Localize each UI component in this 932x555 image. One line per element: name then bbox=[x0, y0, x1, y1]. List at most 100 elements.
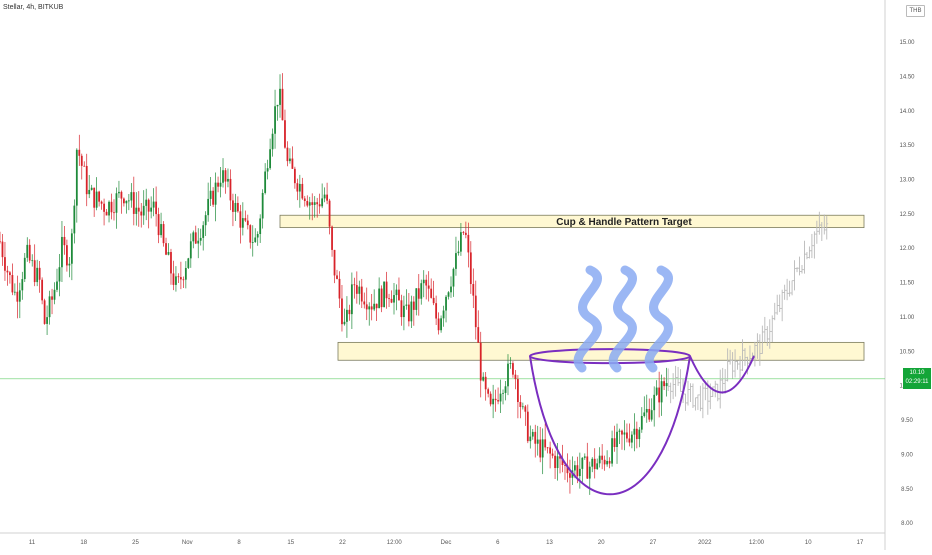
currency-badge[interactable]: THB bbox=[906, 5, 925, 17]
candle-body bbox=[601, 455, 604, 460]
target-zone[interactable] bbox=[279, 214, 865, 229]
candle-body bbox=[663, 381, 666, 387]
candle-body bbox=[425, 279, 428, 286]
candle-body bbox=[318, 204, 321, 207]
candle-body bbox=[137, 207, 140, 212]
candle-body bbox=[244, 218, 247, 221]
candle-body bbox=[61, 236, 63, 268]
candle-body bbox=[596, 463, 599, 470]
y-tick-label: 13.00 bbox=[899, 178, 915, 184]
candle-body bbox=[613, 438, 616, 448]
x-tick-label: 12:00 bbox=[387, 540, 403, 546]
x-tick-label: 25 bbox=[132, 540, 139, 546]
candle-body bbox=[440, 318, 442, 331]
candle-body bbox=[212, 190, 215, 205]
candle-body bbox=[635, 428, 638, 440]
candle-body bbox=[4, 257, 6, 271]
candle-body bbox=[254, 237, 257, 243]
cup-curve[interactable] bbox=[529, 355, 691, 496]
candle-body bbox=[184, 267, 187, 280]
candle-body bbox=[108, 201, 110, 216]
candle-body bbox=[370, 306, 373, 310]
candle-body bbox=[199, 237, 202, 241]
candle-body bbox=[573, 465, 576, 471]
steam-line-1 bbox=[573, 265, 602, 373]
candle-body bbox=[23, 257, 26, 280]
candle-body bbox=[415, 288, 418, 310]
candle-body bbox=[316, 202, 319, 205]
candle-body bbox=[566, 465, 569, 474]
x-tick-label: 10 bbox=[805, 540, 812, 546]
candle-body bbox=[264, 171, 267, 193]
candle-body bbox=[378, 288, 381, 309]
candle-body bbox=[373, 303, 376, 310]
candle-body bbox=[519, 402, 522, 407]
candle-body bbox=[331, 226, 333, 250]
candle-body bbox=[633, 428, 636, 435]
candle-body bbox=[249, 225, 252, 243]
candle-body bbox=[135, 207, 138, 214]
candle-body bbox=[187, 258, 190, 268]
candle-body bbox=[281, 88, 284, 121]
candle-body bbox=[447, 292, 450, 297]
candle-body bbox=[360, 286, 363, 302]
candle-body bbox=[467, 234, 470, 253]
candle-body bbox=[462, 232, 465, 233]
candle-body bbox=[658, 387, 661, 403]
projection-bars bbox=[666, 211, 829, 419]
candle-body bbox=[611, 438, 613, 464]
candle-body bbox=[28, 244, 31, 261]
candle-body bbox=[142, 205, 145, 216]
candle-body bbox=[276, 104, 279, 107]
neckline-zone[interactable] bbox=[337, 341, 865, 361]
candle-body bbox=[578, 468, 581, 477]
candle-body bbox=[182, 279, 185, 281]
candle-body bbox=[167, 252, 170, 255]
candle-body bbox=[68, 263, 71, 266]
y-tick-label: 15.00 bbox=[899, 40, 915, 46]
candle-body bbox=[36, 267, 39, 283]
candle-body bbox=[303, 198, 306, 201]
last-price-value: 10.10 bbox=[909, 370, 925, 376]
candle-body bbox=[551, 453, 554, 456]
y-tick-label: 9.00 bbox=[901, 452, 913, 458]
candle-body bbox=[549, 447, 552, 454]
candle-body bbox=[375, 303, 378, 309]
candle-body bbox=[150, 207, 153, 212]
candle-body bbox=[512, 363, 514, 375]
candle-body bbox=[306, 200, 309, 206]
candle-body bbox=[266, 168, 269, 172]
steam-line-3 bbox=[644, 265, 673, 373]
candle-body bbox=[643, 412, 646, 417]
candle-body bbox=[165, 243, 167, 255]
y-tick-label: 14.00 bbox=[899, 109, 915, 115]
candle-body bbox=[41, 279, 44, 301]
candle-body bbox=[383, 281, 385, 308]
candle-body bbox=[420, 283, 423, 299]
candle-body bbox=[640, 416, 643, 430]
candle-body bbox=[407, 304, 410, 322]
symbol-title: Stellar, 4h, BITKUB bbox=[3, 4, 64, 11]
candle-body bbox=[145, 199, 148, 206]
candle-body bbox=[398, 289, 400, 301]
candle-body bbox=[355, 285, 358, 294]
candle-body bbox=[313, 202, 316, 205]
candle-body bbox=[417, 288, 420, 299]
candle-body bbox=[70, 233, 73, 264]
candle-body bbox=[660, 381, 663, 403]
candle-body bbox=[588, 466, 591, 479]
candle-body bbox=[507, 363, 509, 387]
candle-body bbox=[95, 191, 98, 208]
candle-body bbox=[66, 245, 68, 266]
candle-body bbox=[192, 232, 195, 242]
candle-body bbox=[85, 165, 88, 195]
handle-curve[interactable] bbox=[689, 355, 755, 394]
candle-body bbox=[564, 465, 566, 466]
candle-body bbox=[388, 298, 390, 300]
x-tick-label: 6 bbox=[496, 540, 500, 546]
bar-countdown: 02:29:11 bbox=[905, 379, 929, 385]
candle-body bbox=[628, 438, 631, 443]
x-tick-label: Nov bbox=[182, 540, 193, 546]
